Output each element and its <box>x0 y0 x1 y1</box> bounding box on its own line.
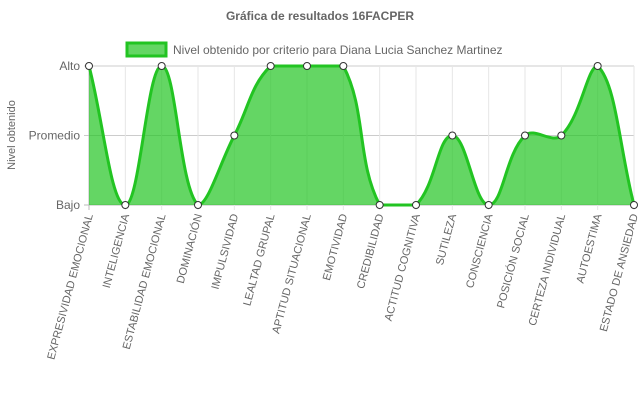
x-tick-label: AUTOESTIMA <box>575 212 605 285</box>
x-tick-label: CERTEZA INDIVIDUAL <box>527 213 568 328</box>
legend-swatch <box>125 41 168 58</box>
point <box>339 62 348 70</box>
y-axis-label: Nivel obtenido <box>6 100 18 170</box>
point <box>157 62 166 70</box>
x-tick-label: INTELIGENCIA <box>101 212 133 290</box>
x-tick-label: POSICIÓN SOCIAL <box>494 212 532 309</box>
x-tick-label: SUTILEZA <box>434 212 459 267</box>
point <box>85 62 93 70</box>
chart-title: Gráfica de resultados 16FACPER <box>226 9 414 23</box>
point <box>448 131 457 140</box>
point <box>630 201 638 209</box>
point <box>521 131 529 140</box>
legend-label: Nivel obtenido por criterio para Diana L… <box>173 43 503 57</box>
x-tick-label: EMOTIVIDAD <box>321 213 350 282</box>
x-tick-label: ESTADO DE ANSIEDAD <box>598 213 639 333</box>
point <box>375 201 384 209</box>
x-tick-label: ESTABILIDAD EMOCIONAL <box>121 213 169 351</box>
x-tick-label: DOMINACIÓN <box>174 212 205 284</box>
x-tick-label: IMPULSIVIDAD <box>210 213 242 291</box>
x-tick-label: APTITUD SITUACIONAL <box>270 213 314 335</box>
point <box>194 201 202 209</box>
point <box>303 62 311 70</box>
point <box>593 62 602 70</box>
x-tick-label: EXPRESIVIDAD EMOCIONAL <box>45 213 96 361</box>
point <box>412 201 420 209</box>
point <box>557 131 566 140</box>
y-tick-label: Bajo <box>56 198 80 212</box>
y-tick-label: Alto <box>59 59 80 73</box>
x-tick-label: CONSCIENCIA <box>464 212 496 290</box>
point <box>121 201 130 209</box>
x-tick-label: LEALTAD GRUPAL <box>241 213 277 308</box>
y-tick-label: Promedio <box>29 129 81 143</box>
point <box>266 62 275 70</box>
point <box>484 201 493 209</box>
x-tick-label: ACTITUD COGNITIVA <box>383 212 423 322</box>
point <box>230 131 239 140</box>
x-tick-label: CREDIBILIDAD <box>355 213 387 291</box>
